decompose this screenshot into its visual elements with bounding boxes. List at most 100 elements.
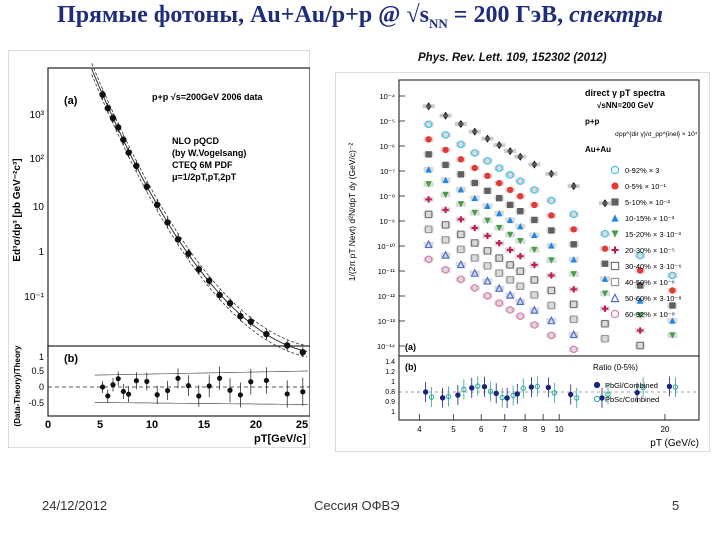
marker <box>611 214 619 222</box>
marker <box>547 331 556 340</box>
x-tick-label: 9 <box>541 425 546 434</box>
marker <box>506 201 514 209</box>
marker <box>601 334 609 343</box>
ratio-point <box>493 390 499 396</box>
marker <box>496 209 503 217</box>
marker <box>483 276 492 285</box>
syst-box <box>505 277 516 283</box>
marker <box>496 194 503 202</box>
marker <box>442 191 449 199</box>
left-ytick-3: 10 <box>33 202 45 213</box>
marker <box>470 254 479 262</box>
syst-box <box>515 178 526 184</box>
marker <box>495 254 504 262</box>
footer-center: Сессия ОФВЭ <box>314 498 400 513</box>
syst-box <box>423 256 434 262</box>
marker <box>516 267 525 276</box>
marker <box>610 309 620 319</box>
syst-box <box>469 150 480 156</box>
syst-box <box>482 263 493 269</box>
marker <box>548 227 555 234</box>
left-rtick-2: 0.5 <box>31 366 44 376</box>
left-figure: (a) (b) p+p √s=200GeV 2006 data NLO pQCD… <box>8 50 310 448</box>
marker <box>424 120 433 129</box>
marker <box>457 201 465 208</box>
left-model-line-1: NLO pQCD <box>172 136 219 146</box>
marker <box>611 182 619 190</box>
marker <box>496 179 503 187</box>
footer-page-number: 5 <box>672 498 680 513</box>
ratio-point <box>514 391 520 397</box>
left-resid-axis-label: (Data-Theory)/Theory <box>13 345 22 426</box>
marker <box>517 238 524 245</box>
marker <box>530 291 539 299</box>
syst-box <box>515 268 526 274</box>
marker <box>601 229 609 238</box>
ratio-point <box>481 383 488 390</box>
left-ytick-2: 10² <box>30 154 45 165</box>
left-panel-b-label: (b) <box>64 353 78 365</box>
marker <box>531 201 538 209</box>
marker <box>470 284 479 292</box>
syst-box <box>515 298 526 304</box>
marker <box>441 131 450 139</box>
marker <box>456 259 466 269</box>
scale-band-upper <box>94 370 309 376</box>
syst-box <box>546 287 557 293</box>
syst-box <box>469 285 480 291</box>
marker <box>548 257 555 264</box>
syst-box <box>529 277 540 283</box>
marker <box>570 271 577 278</box>
left-ytick-4: 1 <box>38 247 44 258</box>
ratio-point <box>666 383 673 390</box>
marker <box>548 212 555 219</box>
marker <box>483 247 492 255</box>
x-tick-label: 10 <box>555 425 564 434</box>
syst-box <box>568 316 579 322</box>
legend-label: 5-10% × 10⁻² <box>625 198 671 207</box>
syst-box <box>515 283 526 289</box>
marker <box>669 287 676 294</box>
marker <box>547 196 556 205</box>
syst-box <box>455 231 466 237</box>
legend-label: 50-60% × 3·10⁻⁸ <box>625 294 682 303</box>
marker <box>636 341 644 350</box>
marker <box>569 210 578 219</box>
syst-box <box>599 231 610 237</box>
marker <box>470 149 479 157</box>
syst-box <box>423 211 434 217</box>
pp-syst-box <box>598 201 611 206</box>
ratio-legend-marker <box>593 395 601 403</box>
ratio-point <box>422 389 429 395</box>
syst-box <box>482 293 493 299</box>
y-tick-label: 10⁻⁹ <box>379 217 395 226</box>
y-tick-label: 10⁻⁵ <box>380 117 395 126</box>
marker <box>484 187 491 195</box>
syst-box <box>494 255 505 261</box>
x-tick-label: 6 <box>479 425 484 434</box>
marker <box>601 290 609 297</box>
syst-box <box>505 292 516 298</box>
marker <box>471 194 478 202</box>
marker <box>601 319 609 328</box>
marker <box>601 245 609 252</box>
marker <box>425 181 432 188</box>
syst-box <box>423 241 434 247</box>
marker <box>424 225 433 234</box>
marker <box>424 255 433 264</box>
marker <box>516 177 525 186</box>
ratio-point <box>499 394 505 401</box>
marker <box>457 245 465 254</box>
syst-box <box>599 321 610 327</box>
ratio-legend-marker <box>593 381 601 389</box>
marker <box>495 269 504 277</box>
marker <box>517 193 524 200</box>
left-panel-a-label: (a) <box>64 95 78 107</box>
pp-syst-box <box>504 149 517 154</box>
marker <box>669 317 676 324</box>
marker <box>669 332 676 339</box>
legend-label: 60-92% × 10⁻⁸ <box>625 310 675 319</box>
marker <box>610 293 620 303</box>
syst-box <box>635 343 646 349</box>
x-tick-label: 7 <box>503 425 508 434</box>
